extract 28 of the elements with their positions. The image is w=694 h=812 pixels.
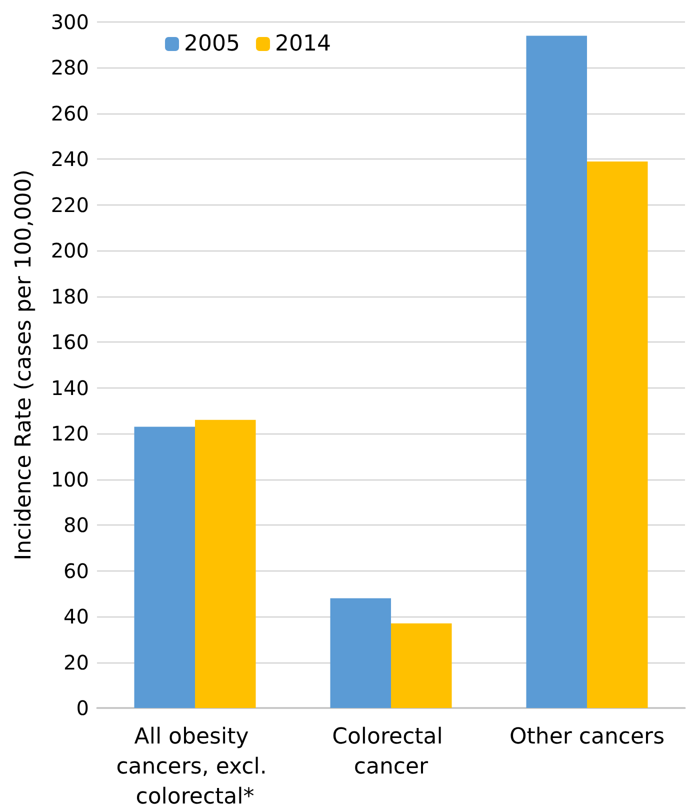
legend-label: 2014 xyxy=(274,32,331,56)
x-tick-label: All obesity cancers, excl. colorectal* xyxy=(116,724,274,810)
y-tick-label: 240 xyxy=(50,147,89,172)
legend-label: 2005 xyxy=(184,32,240,56)
bar xyxy=(330,598,391,708)
y-tick-label: 100 xyxy=(50,467,89,492)
y-tick-label: 140 xyxy=(50,376,89,400)
y-axis-title: Incidence Rate (cases per 100,000) xyxy=(12,170,36,560)
y-tick-label: 200 xyxy=(50,238,89,263)
bar xyxy=(391,623,452,708)
y-tick-label: 40 xyxy=(64,604,89,629)
x-tick-label: Colorectal cancer xyxy=(332,724,450,780)
y-tick-label: 280 xyxy=(50,56,89,80)
y-tick-label: 220 xyxy=(50,192,89,217)
y-tick-label: 120 xyxy=(50,422,89,446)
x-tick-label: Other cancers xyxy=(509,724,665,750)
y-tick-label: 260 xyxy=(50,101,89,126)
y-tick-label: 80 xyxy=(64,513,89,538)
y-tick-label: 60 xyxy=(64,558,89,583)
bar xyxy=(134,426,195,708)
y-tick-label: 0 xyxy=(76,696,89,720)
bar xyxy=(587,161,648,708)
bar xyxy=(195,420,256,708)
y-tick-label: 300 xyxy=(50,10,89,34)
y-tick-label: 180 xyxy=(50,284,89,308)
y-tick-label: 20 xyxy=(64,650,89,674)
bar xyxy=(526,36,587,708)
y-tick-label: 160 xyxy=(50,330,89,354)
